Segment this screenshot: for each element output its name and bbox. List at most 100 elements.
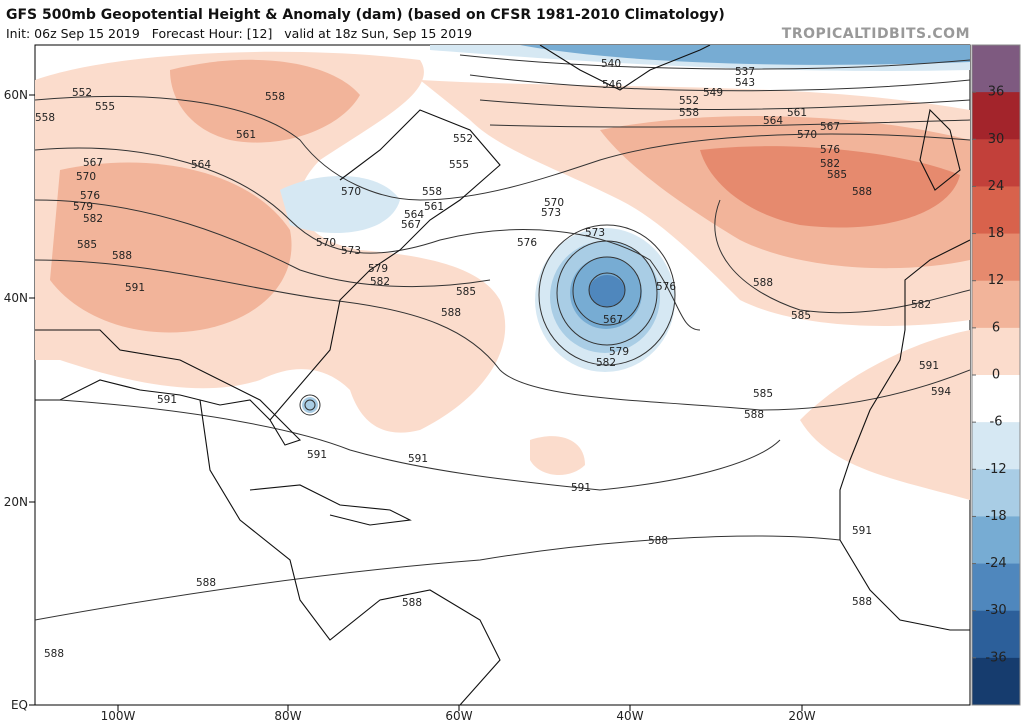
colorbar-band (972, 469, 1020, 517)
contour-label: 561 (787, 107, 807, 119)
contour (35, 535, 841, 621)
contour-label: 579 (609, 346, 629, 358)
contour-label: 576 (656, 281, 676, 293)
lat-label: EQ (11, 698, 28, 712)
lat-label: 20N (4, 495, 28, 509)
coastline (269, 109, 501, 421)
contour-label: 582 (911, 299, 931, 311)
contour-label: 591 (571, 482, 591, 494)
contour-label: 588 (648, 535, 668, 547)
contour-label: 555 (95, 101, 115, 113)
colorbar-tick-label: -36 (985, 650, 1006, 665)
anomaly-shading (35, 45, 970, 500)
contour-label: 591 (307, 449, 327, 461)
warm-anomaly (800, 330, 970, 500)
contour-label: 579 (73, 201, 93, 213)
contour-label: 552 (72, 87, 92, 99)
contour-label: 579 (368, 263, 388, 275)
colorbar-band (972, 233, 1020, 282)
contour-label: 558 (679, 107, 699, 119)
colorbar-tick-label: 30 (988, 132, 1005, 147)
contour (299, 394, 321, 416)
contour-label: 552 (679, 95, 699, 107)
contour-label: 567 (603, 314, 623, 326)
colorbar-tick-label: 0 (992, 368, 1000, 383)
contour-label: 549 (703, 87, 723, 99)
contour-label: 564 (763, 115, 783, 127)
colorbar-tick-label: -6 (990, 415, 1003, 430)
contour-label: 588 (112, 250, 132, 262)
contour-label: 588 (196, 577, 216, 589)
contour-label: 588 (441, 307, 461, 319)
coastline (199, 399, 501, 705)
contour-label: 546 (602, 79, 622, 91)
lon-label: 40W (616, 709, 643, 723)
contour-label: 594 (931, 386, 951, 398)
cold-anomaly (520, 45, 970, 65)
contour (35, 259, 970, 411)
colorbar-band (972, 186, 1020, 235)
colorbar-tick-label: -30 (985, 603, 1006, 618)
lon-label: 20W (788, 709, 815, 723)
contour-label: 588 (852, 596, 872, 608)
map-panel (34, 44, 971, 706)
contour-label: 567 (401, 219, 421, 231)
contour (35, 95, 970, 201)
cold-anomaly (589, 275, 625, 307)
lon-label: 60W (445, 709, 472, 723)
contour (572, 256, 642, 326)
colorbar-tick-label: 6 (992, 320, 1000, 335)
contour (714, 199, 970, 314)
contour-label: 570 (341, 186, 361, 198)
coastline (839, 239, 970, 631)
subtitle: Init: 06z Sep 15 2019 Forecast Hour: [12… (6, 26, 472, 41)
contour-label: 567 (83, 157, 103, 169)
coastline (35, 329, 302, 446)
contour (556, 240, 658, 346)
contour-label: 576 (820, 144, 840, 156)
contour-label: 582 (820, 158, 840, 170)
contour-label: 558 (35, 112, 55, 124)
contour (479, 99, 970, 110)
contour-label: 585 (753, 388, 773, 400)
colorbar-tick-label: 18 (988, 226, 1005, 241)
contour-label: 582 (370, 276, 390, 288)
contour-label: 588 (44, 648, 64, 660)
contour (469, 74, 970, 92)
contour-label: 588 (744, 409, 764, 421)
contour-label: 576 (80, 190, 100, 202)
contour (304, 399, 316, 411)
colorbar-band (972, 610, 1020, 659)
contour-label: 582 (596, 357, 616, 369)
contour-label: 576 (517, 237, 537, 249)
coastline (539, 45, 711, 91)
contour (459, 54, 970, 70)
contour-label: 564 (404, 209, 424, 221)
colorbar-tick-label: -12 (985, 462, 1006, 477)
contour-label: 591 (919, 360, 939, 372)
warm-anomaly (170, 59, 360, 143)
contour (588, 272, 626, 308)
height-contours (35, 54, 970, 621)
colorbar-tick-label: -24 (985, 556, 1006, 571)
contour (538, 224, 676, 366)
contour-label: 573 (585, 227, 605, 239)
coastline (249, 484, 412, 526)
contour-label: 591 (157, 394, 177, 406)
contour (59, 399, 781, 491)
colorbar-band (972, 92, 1020, 140)
contour-label: 585 (827, 169, 847, 181)
colorbar-band (972, 45, 1020, 93)
contour-label: 582 (83, 213, 103, 225)
contour-label: 561 (424, 201, 444, 213)
title: GFS 500mb Geopotential Height & Anomaly … (6, 7, 725, 23)
contour-label: 588 (753, 277, 773, 289)
colorbar-band (972, 280, 1020, 329)
colorbar-band (972, 563, 1020, 612)
lat-label: 60N (4, 88, 28, 102)
coastlines (35, 45, 970, 705)
lon-label: 100W (101, 709, 136, 723)
colorbar-band (972, 422, 1020, 470)
colorbar-band (972, 375, 1020, 423)
